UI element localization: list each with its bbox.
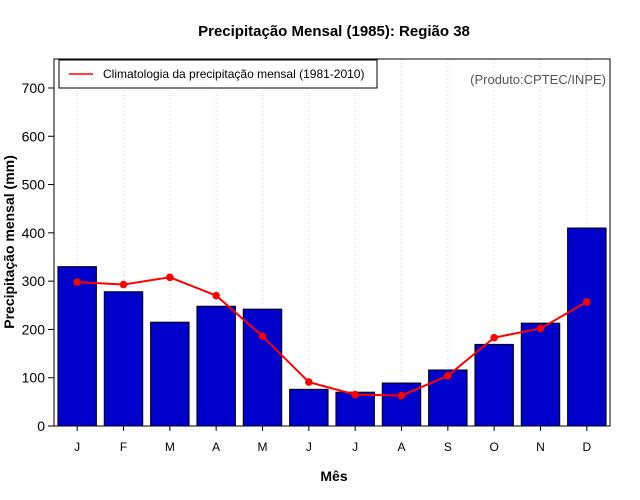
bar-month-6: [289, 388, 329, 427]
climatology-point-8: [397, 391, 406, 400]
y-tick-label-300: 300: [22, 273, 46, 289]
climatology-point-4: [212, 291, 220, 300]
climatology-series: [73, 273, 591, 400]
x-tick-label-2: F: [120, 440, 127, 454]
climatology-point-2: [119, 280, 128, 289]
climatology-point-6: [305, 378, 313, 386]
climatology-point-11: [536, 324, 545, 333]
y-tick-label-100: 100: [22, 370, 46, 386]
legend-box: [58, 59, 378, 89]
legend-entry-climatology: Climatologia da precipitação mensal (198…: [103, 67, 364, 81]
x-tick-label-3: M: [165, 440, 175, 454]
x-tick-label-4: A: [212, 440, 220, 454]
x-tick-label-10: O: [489, 440, 498, 454]
x-tick-label-5: M: [258, 440, 268, 454]
bar-month-11: [520, 322, 561, 427]
climatology-line: [77, 276, 588, 397]
climatology-point-3: [166, 273, 174, 282]
x-axis-label: Mês: [320, 468, 347, 484]
bar-month-12: [567, 227, 607, 427]
climatology-point-7: [351, 390, 359, 399]
bar-month-5: [242, 308, 283, 427]
y-tick-label-0: 0: [37, 418, 45, 434]
y-tick-label-400: 400: [22, 225, 46, 241]
climatology-point-12: [583, 298, 591, 306]
y-tick-label-600: 600: [22, 128, 46, 144]
x-tick-label-11: N: [536, 440, 545, 454]
climatology-point-10: [490, 333, 498, 342]
bar-series: [57, 227, 607, 427]
chart-title: Precipitação Mensal (1985): Região 38: [198, 23, 470, 40]
climatology-point-9: [444, 371, 452, 380]
bar-month-1: [57, 266, 97, 427]
climatology-point-1: [73, 278, 81, 286]
bar-month-3: [150, 321, 190, 427]
x-tick-label-1: J: [74, 440, 80, 454]
bar-month-2: [103, 291, 144, 427]
x-tick-label-12: D: [582, 440, 591, 454]
plot-frame: [53, 58, 611, 427]
x-tick-label-7: J: [352, 440, 358, 454]
x-tick-label-6: J: [306, 440, 312, 454]
climatology-point-5: [258, 332, 267, 340]
y-tick-label-700: 700: [22, 80, 46, 96]
legend: Climatologia da precipitação mensal (198…: [58, 59, 378, 89]
bar-month-4: [196, 305, 236, 427]
y-tick-label-200: 200: [22, 321, 46, 337]
y-axis: 0 100 200 300 400 500 600 700: [22, 80, 54, 434]
bar-month-10: [474, 343, 514, 427]
credit-text: (Produto:CPTEC/INPE): [470, 72, 606, 87]
x-tick-label-9: S: [444, 440, 452, 454]
y-tick-label-500: 500: [22, 177, 46, 193]
x-tick-label-8: A: [397, 440, 405, 454]
y-axis-label: Precipitação mensal (mm): [1, 155, 17, 329]
